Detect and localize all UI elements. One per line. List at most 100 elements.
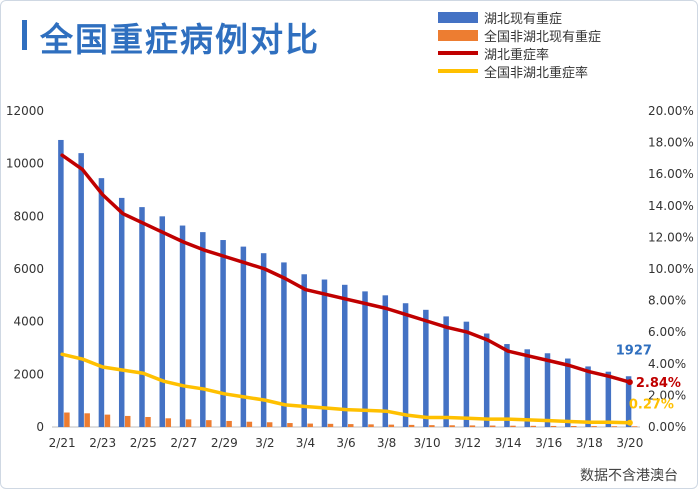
- legend-label-non-hubei-rate: 全国非湖北重症率: [484, 65, 589, 81]
- bar-hubei-severe: [362, 291, 368, 427]
- bar-hubei-severe: [179, 225, 186, 427]
- bar-non-hubei-severe: [64, 412, 70, 427]
- legend-item-non-hubei-severe: 全国非湖北现有重症: [438, 26, 602, 45]
- bar-hubei-severe: [301, 274, 307, 427]
- bar-non-hubei-severe: [429, 425, 435, 427]
- legend-item-hubei-rate: 湖北重症率: [438, 44, 601, 63]
- bar-hubei-severe: [98, 178, 105, 427]
- bar-hubei-severe: [423, 309, 429, 427]
- x-tick-label: 3/6: [336, 436, 355, 450]
- y-right-tick-label: 8.00%: [648, 294, 686, 308]
- annotation-hubei-last-value: 1927: [616, 343, 652, 358]
- footnote: 数据不含港澳台: [580, 468, 678, 484]
- y-right-tick-label: 4.00%: [648, 357, 686, 371]
- legend-swatch-non-hubei-rate: [438, 69, 478, 73]
- y-left-tick-label: 2000: [13, 367, 44, 381]
- bar-non-hubei-severe: [348, 424, 354, 427]
- x-tick-label: 3/2: [255, 436, 274, 450]
- bar-hubei-severe: [281, 262, 287, 427]
- marker-non-hubei-rate-end: [626, 419, 633, 426]
- y-right-tick-label: 0.00%: [648, 420, 686, 434]
- bar-hubei-severe: [544, 353, 551, 427]
- legend-item-non-hubei-rate: 全国非湖北重症率: [438, 62, 601, 81]
- line-non-hubei-rate: [60, 352, 632, 425]
- bar-non-hubei-severe: [489, 425, 496, 427]
- y-right-tick-label: 6.00%: [648, 325, 686, 339]
- bar-non-hubei-severe: [104, 414, 111, 427]
- bar-hubei-severe: [443, 316, 449, 427]
- x-tick-label: 3/14: [495, 436, 522, 450]
- bar-non-hubei-severe: [469, 425, 476, 427]
- bar-non-hubei-severe: [327, 423, 334, 427]
- bar-hubei-severe: [585, 366, 591, 427]
- bar-non-hubei-severe: [206, 420, 212, 427]
- legend-swatch-hubei-rate: [438, 51, 478, 55]
- legend-label-hubei-rate: 湖北重症率: [484, 47, 550, 63]
- bar-non-hubei-severe: [287, 423, 293, 427]
- annotation-non-hubei-rate-last: 0.27%: [629, 398, 674, 413]
- x-tick-label: 2/29: [211, 436, 238, 450]
- x-tick-label: 3/8: [377, 436, 396, 450]
- bar-non-hubei-severe: [246, 421, 253, 427]
- y-right-tick-label: 20.00%: [648, 104, 694, 118]
- y-left-tick-label: 12000: [6, 104, 44, 118]
- bar-hubei-severe: [220, 240, 226, 427]
- bar-hubei-severe: [342, 284, 348, 427]
- bar-non-hubei-severe: [165, 418, 172, 427]
- bar-non-hubei-severe: [631, 426, 638, 427]
- bar-non-hubei-severe: [124, 415, 131, 427]
- bar-non-hubei-severe: [84, 413, 90, 427]
- y-right-tick-label: 16.00%: [648, 167, 694, 181]
- bar-hubei-severe: [524, 349, 530, 427]
- y-right-tick-label: 10.00%: [648, 262, 694, 276]
- bar-non-hubei-severe: [510, 425, 516, 427]
- x-tick-label: 3/18: [576, 436, 603, 450]
- y-left-tick-label: 4000: [13, 315, 44, 329]
- legend-label-non-hubei-severe: 全国非湖北现有重症: [484, 29, 602, 45]
- bar-hubei-severe: [504, 344, 510, 427]
- bar-hubei-severe: [159, 216, 166, 427]
- bar-non-hubei-severe: [266, 422, 273, 427]
- bar-non-hubei-severe: [611, 426, 618, 427]
- y-left-tick-label: 0: [36, 420, 44, 434]
- title-accent-bar: [22, 20, 27, 50]
- bar-non-hubei-severe: [550, 425, 557, 427]
- line-hubei-rate: [60, 153, 632, 384]
- bar-non-hubei-severe: [368, 424, 374, 427]
- y-right-tick-label: 14.00%: [648, 199, 694, 213]
- bar-non-hubei-severe: [449, 425, 455, 427]
- y-left-tick-label: 10000: [6, 157, 44, 171]
- bar-hubei-severe: [625, 376, 632, 427]
- x-tick-label: 3/20: [616, 436, 643, 450]
- annotation-hubei-rate-last: 2.84%: [636, 376, 681, 391]
- x-tick-label: 2/21: [49, 436, 76, 450]
- legend: 湖北现有重症 全国非湖北现有重症 湖北重症率 全国非湖北重症率: [438, 8, 602, 81]
- bar-hubei-severe: [118, 197, 125, 427]
- bar-non-hubei-severe: [145, 416, 151, 427]
- legend-swatch-non-hubei-severe: [438, 29, 478, 41]
- y-right-tick-label: 2.00%: [648, 388, 686, 402]
- bar-non-hubei-severe: [530, 425, 536, 427]
- bar-non-hubei-severe: [388, 424, 395, 427]
- bar-hubei-severe: [78, 153, 84, 427]
- x-tick-label: 2/23: [89, 436, 116, 450]
- x-tick-label: 3/12: [454, 436, 481, 450]
- bar-non-hubei-severe: [408, 424, 415, 427]
- bar-hubei-severe: [139, 207, 145, 427]
- bar-hubei-severe: [605, 371, 612, 427]
- y-left-tick-label: 6000: [13, 262, 44, 276]
- marker-hubei-rate-end: [626, 379, 633, 386]
- legend-item-hubei-severe: 湖北现有重症: [438, 8, 601, 27]
- x-tick-label: 3/10: [414, 436, 441, 450]
- bar-hubei-severe: [483, 333, 490, 427]
- x-tick-label: 3/4: [296, 436, 315, 450]
- bar-hubei-severe: [321, 279, 328, 427]
- bar-non-hubei-severe: [185, 419, 192, 427]
- x-tick-label: 2/25: [130, 436, 157, 450]
- bar-non-hubei-severe: [307, 423, 313, 427]
- x-tick-label: 3/16: [535, 436, 562, 450]
- bar-hubei-severe: [402, 303, 409, 427]
- y-right-tick-label: 18.00%: [648, 136, 694, 150]
